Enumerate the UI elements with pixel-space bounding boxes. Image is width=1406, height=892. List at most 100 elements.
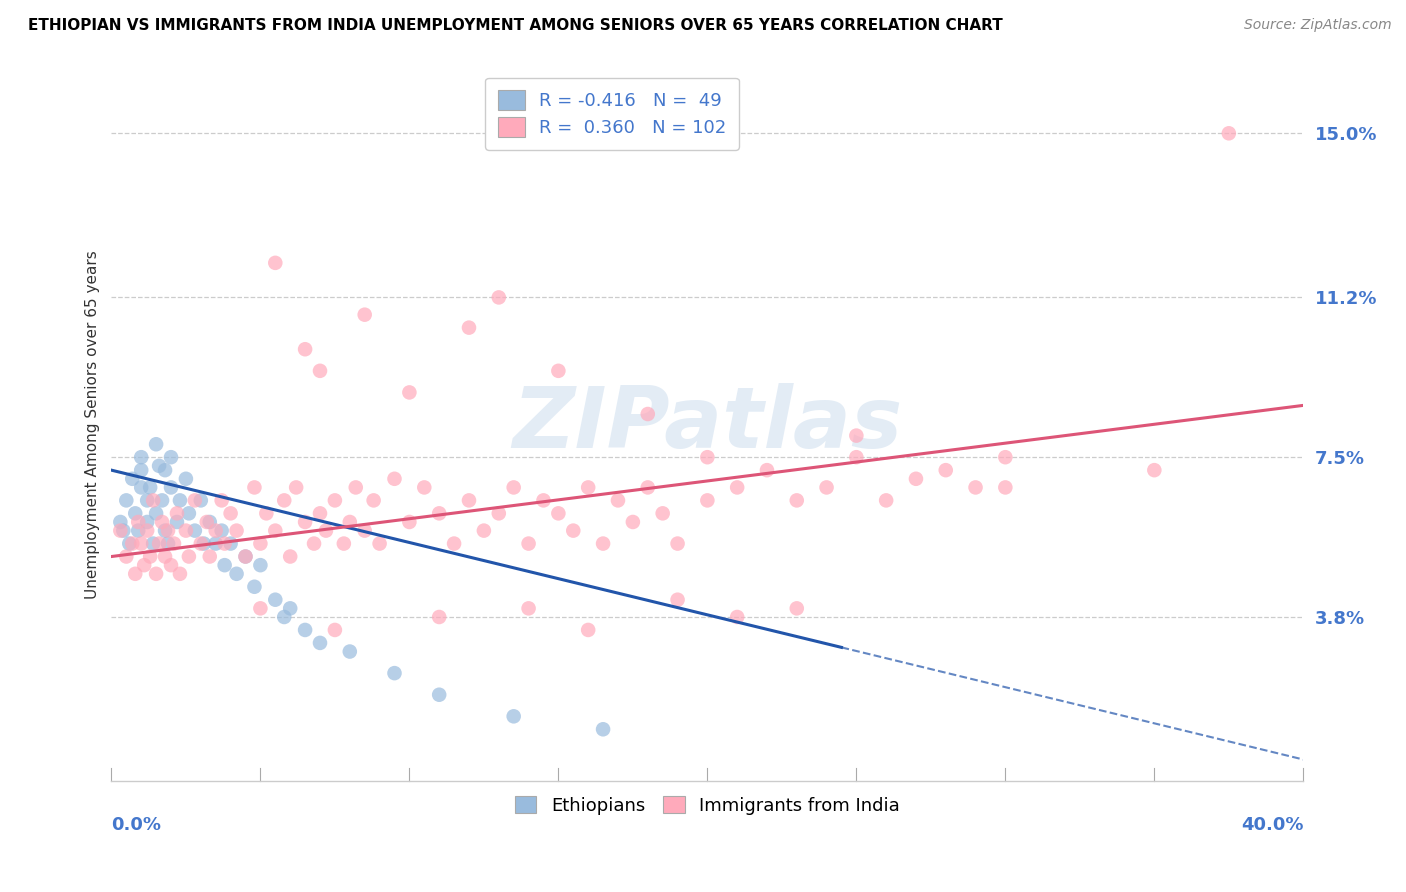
Point [725,480,748,494]
Point [211,493,233,508]
Point [472,524,495,538]
Point [145,506,167,520]
Point [249,601,271,615]
Point [845,428,868,442]
Point [285,480,308,494]
Point [547,364,569,378]
Point [145,437,167,451]
Point [458,493,481,508]
Point [935,463,957,477]
Point [139,480,162,494]
Point [115,493,138,508]
Point [384,472,406,486]
Point [517,536,540,550]
Point [427,688,450,702]
Point [323,623,346,637]
Point [533,493,555,508]
Point [368,536,391,550]
Point [666,592,689,607]
Point [153,549,176,564]
Point [592,723,614,737]
Point [112,524,135,538]
Point [124,566,146,581]
Point [136,524,159,538]
Point [696,450,718,465]
Point [243,580,266,594]
Point [214,558,236,573]
Point [198,515,221,529]
Point [845,450,868,465]
Point [264,256,287,270]
Text: 40.0%: 40.0% [1241,815,1303,834]
Point [214,536,236,550]
Point [121,472,143,486]
Point [225,524,247,538]
Point [153,463,176,477]
Point [184,493,207,508]
Point [413,480,436,494]
Point [169,493,191,508]
Point [294,623,316,637]
Point [592,536,614,550]
Point [166,515,188,529]
Text: ZIPatlas: ZIPatlas [512,384,903,467]
Point [488,506,510,520]
Point [211,524,233,538]
Point [666,536,689,550]
Point [190,493,212,508]
Point [294,515,316,529]
Point [488,290,510,304]
Point [124,506,146,520]
Point [121,536,143,550]
Point [725,610,748,624]
Legend: Ethiopians, Immigrants from India: Ethiopians, Immigrants from India [508,789,907,822]
Point [129,536,152,550]
Point [363,493,385,508]
Point [127,524,149,538]
Point [115,549,138,564]
Point [174,472,197,486]
Point [815,480,838,494]
Point [157,524,180,538]
Point [427,506,450,520]
Point [384,666,406,681]
Point [309,636,332,650]
Point [148,536,170,550]
Point [994,480,1017,494]
Point [190,536,212,550]
Y-axis label: Unemployment Among Seniors over 65 years: Unemployment Among Seniors over 65 years [86,251,100,599]
Point [160,480,183,494]
Point [1143,463,1166,477]
Point [204,536,226,550]
Point [150,515,173,529]
Point [517,601,540,615]
Point [127,515,149,529]
Point [160,450,183,465]
Point [145,566,167,581]
Point [273,493,295,508]
Point [163,536,186,550]
Point [302,536,325,550]
Point [198,549,221,564]
Point [177,506,200,520]
Point [153,524,176,538]
Point [235,549,257,564]
Point [278,549,301,564]
Point [398,515,420,529]
Point [169,566,191,581]
Point [621,515,644,529]
Point [118,536,141,550]
Point [786,601,808,615]
Point [136,493,159,508]
Point [576,623,599,637]
Point [160,558,183,573]
Point [157,536,180,550]
Point [755,463,778,477]
Point [254,506,277,520]
Point [309,506,332,520]
Point [398,385,420,400]
Point [651,506,673,520]
Point [110,515,132,529]
Point [904,472,927,486]
Point [339,644,361,658]
